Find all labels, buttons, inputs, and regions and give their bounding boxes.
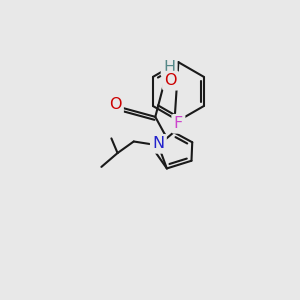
Text: O: O [164,73,177,88]
Text: N: N [152,136,164,151]
Text: O: O [109,97,122,112]
Text: F: F [174,116,183,131]
Text: H: H [163,60,175,75]
